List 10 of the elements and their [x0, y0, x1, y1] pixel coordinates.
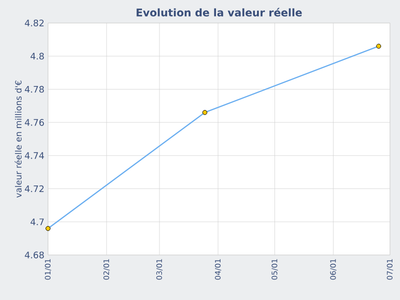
- chart-title: Evolution de la valeur réelle: [136, 8, 302, 16]
- y-tick-label: 4.68: [24, 252, 44, 258]
- y-axis-title: valeur réelle en millions d'€: [14, 80, 22, 198]
- y-tick-label: 4.76: [24, 119, 44, 126]
- y-tick-label: 4.72: [24, 185, 44, 192]
- y-tick-label: 4.7: [30, 218, 44, 226]
- y-tick-label: 4.78: [24, 86, 44, 93]
- y-tick-label: 4.8: [30, 52, 44, 60]
- y-tick-label: 4.74: [24, 152, 44, 159]
- y-tick-label: 4.82: [24, 20, 44, 26]
